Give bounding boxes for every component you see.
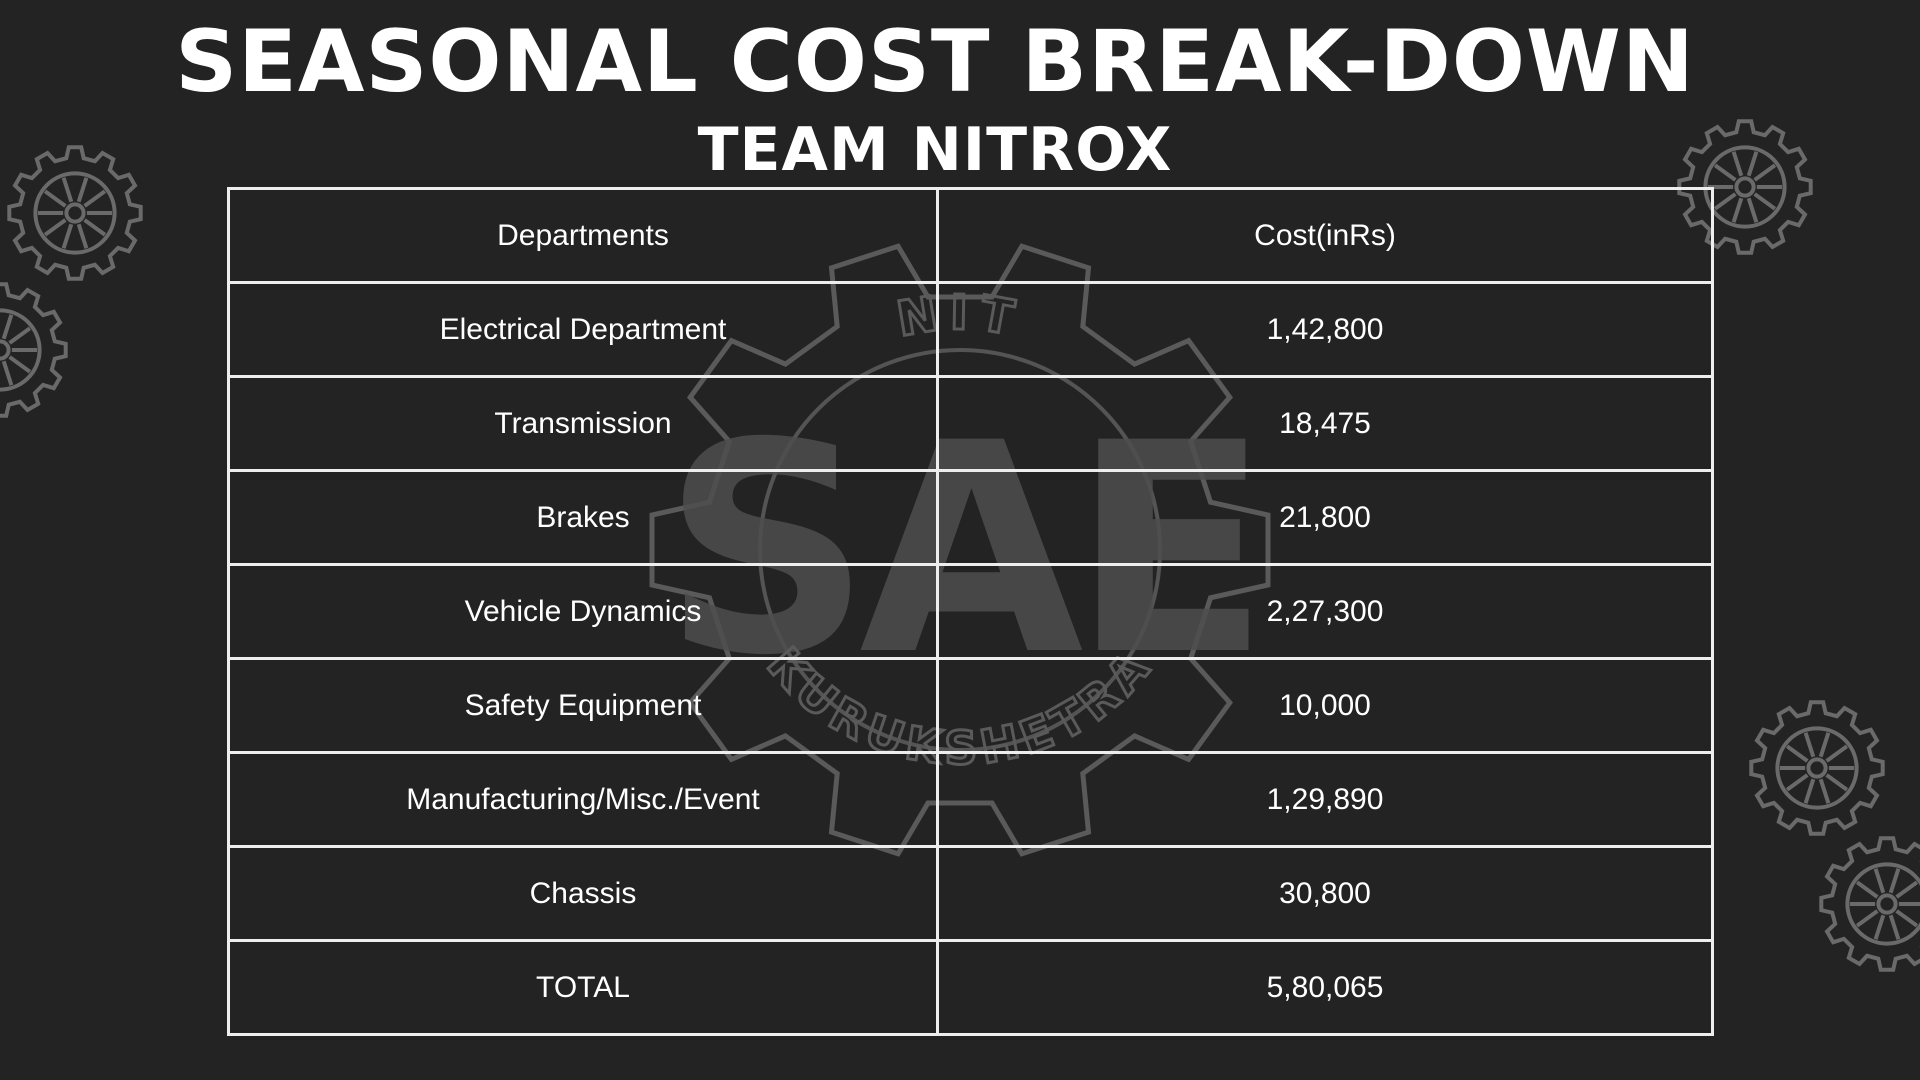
- cost-cell: 21,800: [936, 469, 1714, 566]
- cost-cell: 10,000: [936, 657, 1714, 754]
- gear-icon: [0, 282, 68, 418]
- table-row: Transmission 18,475: [227, 375, 1714, 472]
- cost-cell: 1,29,890: [936, 751, 1714, 848]
- header-cost: Cost(inRs): [936, 187, 1714, 284]
- gear-icon: [7, 145, 143, 281]
- table-row: Electrical Department 1,42,800: [227, 281, 1714, 378]
- table-row: Safety Equipment 10,000: [227, 657, 1714, 754]
- cost-cell: 30,800: [936, 845, 1714, 942]
- gear-icon: [1819, 836, 1920, 972]
- department-cell: Transmission: [227, 375, 939, 472]
- cost-cell: 1,42,800: [936, 281, 1714, 378]
- total-cost-cell: 5,80,065: [936, 939, 1714, 1036]
- table-row: Manufacturing/Misc./Event 1,29,890: [227, 751, 1714, 848]
- header-departments: Departments: [227, 187, 939, 284]
- page-subtitle: TEAM NITROX: [697, 115, 1173, 185]
- department-cell: Electrical Department: [227, 281, 939, 378]
- total-label-cell: TOTAL: [227, 939, 939, 1036]
- gear-icon: [1749, 700, 1885, 836]
- cost-cell: 2,27,300: [936, 563, 1714, 660]
- department-cell: Safety Equipment: [227, 657, 939, 754]
- page-title: SEASONAL COST BREAK-DOWN: [175, 12, 1695, 112]
- table-header-row: Departments Cost(inRs): [227, 187, 1714, 284]
- department-cell: Vehicle Dynamics: [227, 563, 939, 660]
- department-cell: Brakes: [227, 469, 939, 566]
- cost-table: Departments Cost(inRs) Electrical Depart…: [227, 187, 1714, 1036]
- table-row: Brakes 21,800: [227, 469, 1714, 566]
- table-row: Chassis 30,800: [227, 845, 1714, 942]
- department-cell: Manufacturing/Misc./Event: [227, 751, 939, 848]
- total-row: TOTAL 5,80,065: [227, 939, 1714, 1036]
- department-cell: Chassis: [227, 845, 939, 942]
- table-row: Vehicle Dynamics 2,27,300: [227, 563, 1714, 660]
- cost-cell: 18,475: [936, 375, 1714, 472]
